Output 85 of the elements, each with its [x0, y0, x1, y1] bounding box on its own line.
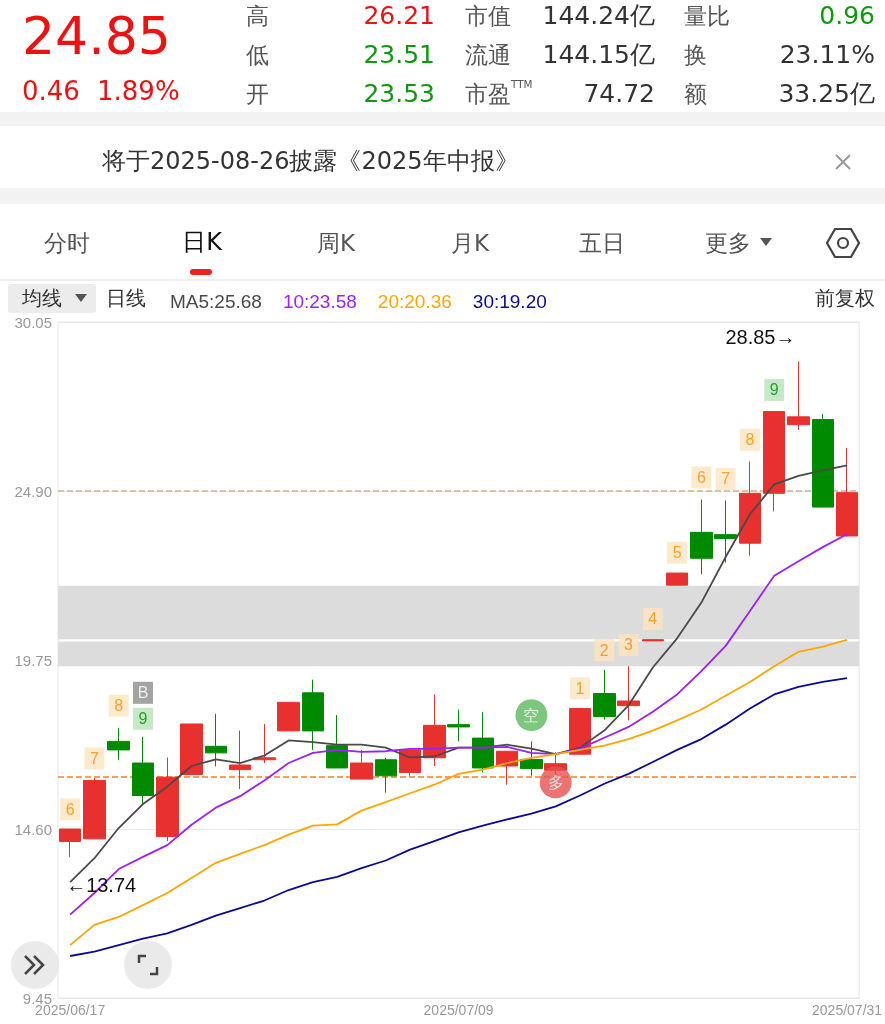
text: 更多 — [705, 229, 751, 257]
candlestick — [642, 638, 664, 642]
candlestick — [375, 757, 397, 794]
candlestick — [763, 411, 785, 512]
text: 0.96 — [819, 0, 875, 31]
text: 74.72 — [583, 78, 655, 109]
candlestick — [205, 713, 227, 767]
y-tick-label: 14.60 — [14, 820, 52, 838]
text: 市盈$^{TTM}$ — [465, 77, 533, 108]
text: 30:19.20 — [472, 291, 547, 312]
text: 10:23.58 — [282, 291, 357, 312]
text: 1.89% — [97, 76, 180, 107]
series-label: 多 — [547, 773, 564, 791]
series-label: 4 — [648, 610, 658, 628]
candlestick — [787, 360, 810, 431]
candlestick — [277, 701, 300, 732]
text: 日线 — [106, 285, 146, 310]
candlestick — [836, 447, 858, 538]
text: 量比 — [684, 2, 730, 30]
text: 换 — [684, 41, 707, 69]
candlestick — [253, 723, 276, 764]
text: MA5:25.68 — [170, 291, 262, 312]
text: 分时 — [44, 229, 90, 257]
candlestick — [666, 572, 688, 586]
candlestick — [812, 413, 834, 508]
text: 前复权 — [815, 285, 875, 310]
candlestick — [156, 756, 179, 842]
candlestick — [350, 749, 373, 780]
candlestick — [593, 669, 616, 721]
series-label: 1 — [575, 679, 585, 697]
candlestick — [520, 740, 543, 777]
candlestick — [132, 736, 154, 805]
y-tick-label: 30.05 — [14, 313, 52, 331]
y-tick-label: 19.75 — [14, 651, 52, 669]
text: 26.21 — [363, 0, 435, 31]
text: 23.51 — [363, 39, 435, 70]
text: 23.11% — [779, 39, 875, 70]
candlestick — [739, 460, 761, 557]
candlestick — [107, 727, 130, 761]
candlestick — [302, 679, 324, 751]
text: 日K — [182, 228, 222, 257]
text: 月K — [450, 229, 490, 257]
text: 开 — [246, 80, 269, 108]
series-label: 2 — [599, 641, 609, 659]
text: 五日 — [579, 229, 625, 257]
text: 24.85 — [22, 6, 171, 67]
text: 23.53 — [363, 78, 435, 109]
candlestick — [229, 730, 251, 790]
series-label: 5 — [672, 544, 682, 562]
candlestick — [569, 708, 591, 755]
text: 流通 — [465, 41, 511, 69]
series-label: 8 — [114, 697, 124, 715]
text: 6 — [696, 469, 706, 487]
annotation: 28.85→ — [725, 326, 796, 349]
series-label: 空 — [523, 706, 540, 724]
text: 市值 — [465, 2, 511, 30]
text: 7 — [721, 470, 731, 488]
text: 均线 — [22, 285, 62, 310]
candlestick — [59, 828, 81, 858]
candlestick — [180, 723, 203, 776]
series-label: 7 — [89, 749, 99, 767]
x-tick-label: 2025/06/17 — [35, 1002, 106, 1018]
candlestick — [447, 709, 470, 742]
text: 20:20.36 — [377, 291, 452, 312]
candlestick — [83, 777, 106, 840]
series-label: B — [137, 684, 149, 702]
text: 0.46 — [22, 76, 80, 107]
text: 高 — [246, 2, 269, 30]
text: 9 — [769, 381, 779, 399]
text: 144.24亿 — [542, 0, 655, 31]
y-tick-label: 24.90 — [14, 482, 52, 500]
text: 将于2025-08-26披露《2025年中报》 — [102, 147, 519, 176]
text: 144.15亿 — [542, 39, 655, 70]
series-label: 3 — [624, 636, 634, 654]
text: 额 — [684, 80, 707, 108]
candlestick — [472, 711, 494, 774]
text: 低 — [246, 41, 269, 69]
text: 8 — [745, 431, 755, 449]
series-label: 9 — [138, 710, 148, 728]
text: 周K — [316, 229, 356, 257]
candlestick — [617, 665, 640, 721]
x-tick-label: 2025/07/09 — [423, 1002, 494, 1018]
x-tick-label: 2025/07/31 — [812, 1002, 883, 1018]
text: 33.25亿 — [778, 78, 875, 109]
series-label: 6 — [65, 800, 75, 818]
